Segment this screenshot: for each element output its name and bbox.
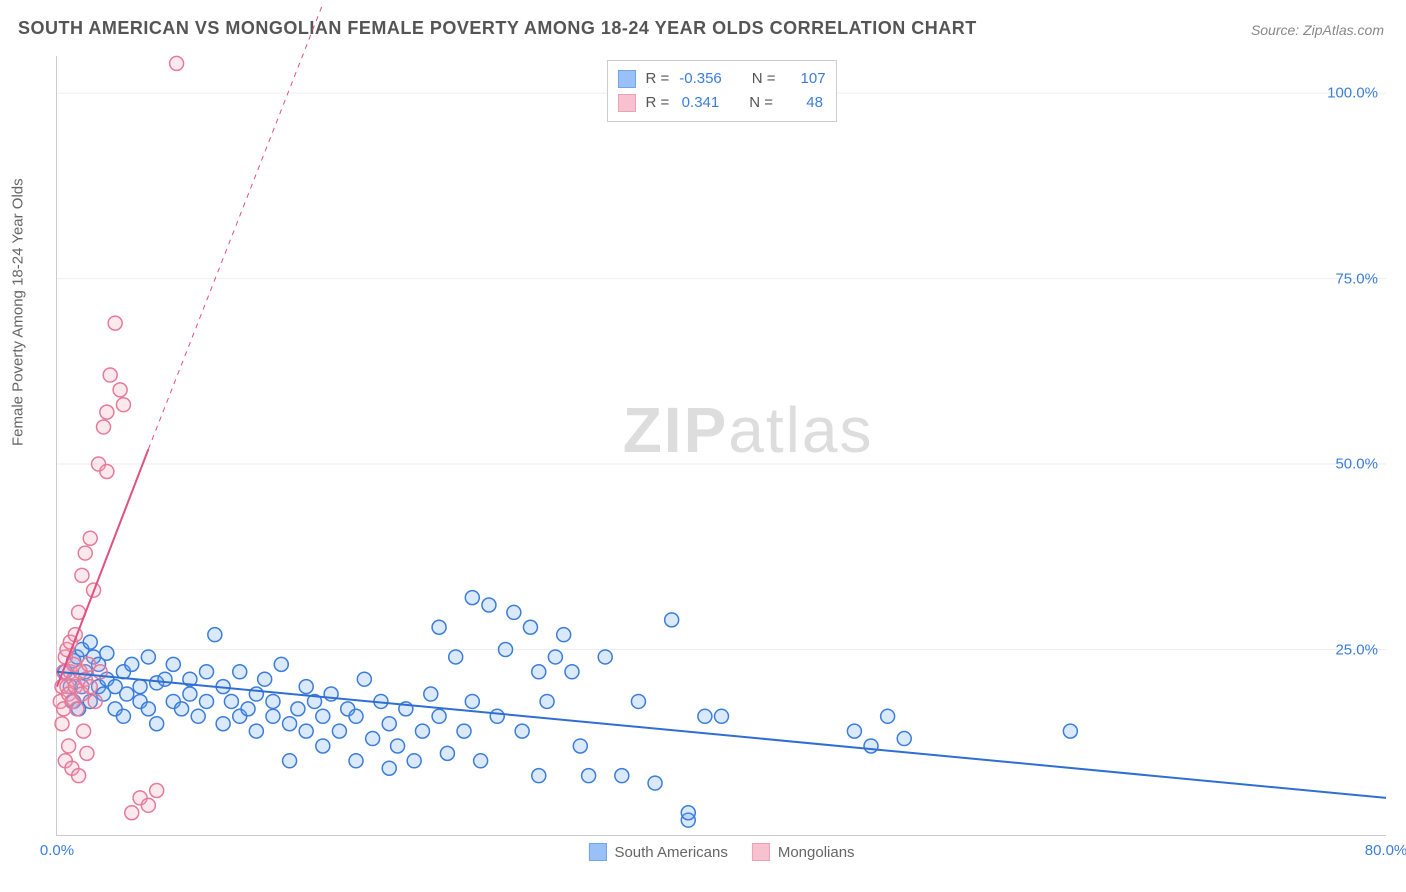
corr-r-label-2: R = bbox=[645, 91, 669, 115]
corr-n-label-2: N = bbox=[749, 91, 773, 115]
corr-row-2: R = 0.341 N = 48 bbox=[617, 91, 825, 115]
corr-r-value-2: 0.341 bbox=[679, 91, 719, 115]
chart-container: SOUTH AMERICAN VS MONGOLIAN FEMALE POVER… bbox=[0, 0, 1406, 892]
series-legend: South Americans Mongolians bbox=[588, 843, 854, 861]
legend-swatch-1 bbox=[588, 843, 606, 861]
corr-n-value-2: 48 bbox=[783, 91, 823, 115]
chart-title: SOUTH AMERICAN VS MONGOLIAN FEMALE POVER… bbox=[18, 18, 977, 39]
correlation-legend: R = -0.356 N = 107 R = 0.341 N = 48 bbox=[606, 60, 836, 122]
y-tick-label: 25.0% bbox=[1335, 641, 1378, 658]
corr-n-value-1: 107 bbox=[786, 67, 826, 91]
legend-label-2: Mongolians bbox=[778, 844, 855, 861]
corr-r-value-1: -0.356 bbox=[679, 67, 722, 91]
legend-label-1: South Americans bbox=[614, 844, 727, 861]
corr-n-label-1: N = bbox=[752, 67, 776, 91]
plot-svg bbox=[57, 56, 1386, 835]
x-tick-label: 80.0% bbox=[1365, 842, 1406, 859]
y-tick-label: 75.0% bbox=[1335, 270, 1378, 287]
y-tick-label: 100.0% bbox=[1327, 85, 1378, 102]
corr-row-1: R = -0.356 N = 107 bbox=[617, 67, 825, 91]
swatch-series-1 bbox=[617, 70, 635, 88]
legend-item-1: South Americans bbox=[588, 843, 727, 861]
source-label: Source: ZipAtlas.com bbox=[1251, 22, 1384, 38]
x-tick-label: 0.0% bbox=[40, 842, 74, 859]
y-axis-label: Female Poverty Among 18-24 Year Olds bbox=[10, 178, 27, 446]
plot-area: ZIPatlas R = -0.356 N = 107 R = 0.341 N … bbox=[56, 56, 1386, 836]
legend-item-2: Mongolians bbox=[752, 843, 855, 861]
corr-r-label-1: R = bbox=[645, 67, 669, 91]
y-tick-label: 50.0% bbox=[1335, 456, 1378, 473]
swatch-series-2 bbox=[617, 94, 635, 112]
legend-swatch-2 bbox=[752, 843, 770, 861]
